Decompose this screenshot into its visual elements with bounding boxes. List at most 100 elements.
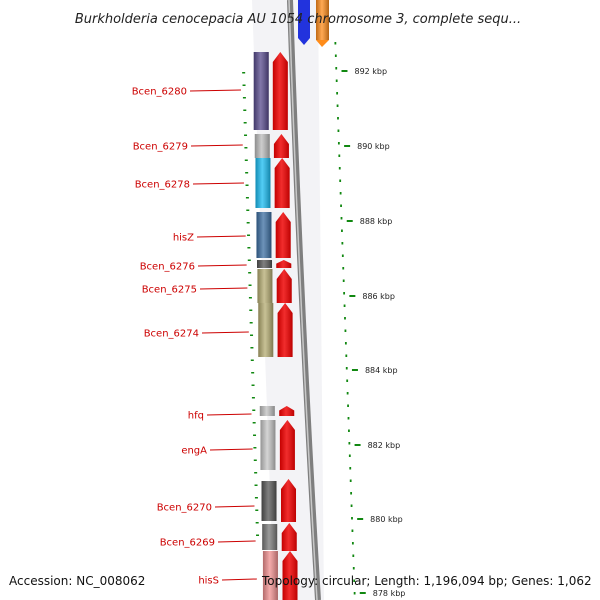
scale-dot	[347, 404, 349, 407]
gc-dot	[245, 172, 249, 174]
scale-dot	[344, 342, 347, 345]
scale-dot	[337, 142, 340, 145]
scale-dot	[353, 579, 356, 582]
cog-block-shade	[261, 481, 277, 521]
gc-dot	[251, 372, 255, 374]
gene-label-leader	[197, 264, 247, 267]
scale-dot	[351, 517, 353, 520]
gc-dot	[246, 209, 250, 211]
cog-block-shade	[258, 303, 274, 357]
gene-label-leader	[209, 448, 253, 451]
scale-dot	[335, 79, 338, 82]
scale-tick-label: 882 kbp	[368, 441, 401, 450]
gene-arrow-track	[272, 52, 298, 600]
gene-label-leader	[206, 413, 252, 416]
gene-arrow-shade	[276, 269, 292, 303]
gc-dot	[242, 97, 246, 99]
scale-dot	[337, 129, 340, 132]
cog-block-shade	[255, 158, 271, 208]
gene-label: hisS	[198, 576, 219, 587]
cog-feature-blue	[298, 0, 310, 45]
scale-dot	[339, 192, 342, 195]
scale-dot	[339, 179, 342, 182]
gc-dot	[252, 422, 256, 424]
scale-dot	[349, 467, 352, 470]
gc-dot	[248, 284, 252, 286]
scale-tick-label: 878 kbp	[373, 589, 406, 598]
scale-dot	[344, 317, 346, 320]
scale-dot	[336, 104, 339, 107]
gc-dot	[253, 459, 257, 461]
gc-dot	[255, 522, 259, 524]
gene-label: Bcen_6270	[157, 503, 212, 514]
gene-label: Bcen_6274	[144, 329, 199, 340]
gene-label: Bcen_6280	[132, 87, 187, 98]
chromosome-backbone-highlight	[288, 0, 318, 600]
gene-label: Bcen_6279	[133, 142, 188, 153]
scale-dot	[352, 554, 355, 557]
cog-block-shade	[259, 406, 275, 416]
scale-dot	[349, 479, 352, 482]
scale-dot	[345, 367, 348, 370]
gene-label-leader	[196, 235, 246, 238]
scale-dot	[343, 304, 346, 307]
cog-block-shade	[256, 212, 272, 258]
gc-dot	[246, 222, 250, 224]
scale-dot	[344, 329, 347, 332]
gc-dot	[254, 472, 258, 474]
gc-dot	[250, 347, 254, 349]
scale-dot	[338, 167, 341, 170]
gc-dot	[244, 134, 248, 136]
scale-tick-label: 888 kbp	[360, 217, 393, 226]
gene-arrow-shade	[274, 158, 290, 208]
scale-dot	[343, 292, 346, 295]
scale-dot	[337, 117, 339, 120]
gc-dot	[244, 147, 248, 149]
gene-arrow-shade	[281, 479, 297, 522]
gene-label: Bcen_6278	[135, 180, 190, 191]
cog-block-shade	[260, 420, 276, 470]
cog-block-shade	[253, 52, 269, 130]
gene-label-leader	[189, 89, 241, 92]
gene-label-leader	[221, 578, 257, 581]
topology-text: Topology: circular; Length: 1,196,094 bp…	[262, 574, 592, 588]
gene-arrow-shade	[279, 406, 295, 416]
gc-dot	[256, 534, 260, 536]
scale-ticks: 892 kbp 890 kbp 888 kbp 886 kbp 884 kbp 882 k…	[341, 67, 405, 598]
scale-dot	[346, 392, 349, 395]
gene-arrow-shade	[272, 52, 288, 130]
scale-dot	[348, 442, 351, 445]
scale-dot	[340, 217, 343, 220]
scale-dot	[351, 542, 354, 545]
gene-arrow-shade	[281, 523, 297, 551]
cog-block-shade	[262, 524, 278, 550]
gene-labels: Bcen_6280 Bcen_6279 Bcen_6278 hisZ Bcen_6276…	[132, 87, 257, 587]
scale-dot	[338, 154, 341, 157]
scale-dot	[348, 454, 351, 457]
gc-dot	[247, 259, 251, 261]
scale-dot	[341, 229, 343, 232]
scale-dot	[336, 92, 339, 95]
scale-tick-label: 892 kbp	[354, 67, 387, 76]
scale-tick-label: 890 kbp	[357, 142, 390, 151]
gene-arrow-shade	[276, 260, 292, 268]
gc-dot	[251, 397, 255, 399]
gc-dot	[255, 509, 259, 511]
gene-label-leader	[199, 287, 248, 290]
scale-dot	[353, 592, 356, 595]
gc-dot	[248, 297, 252, 299]
gene-arrow-shade	[273, 134, 289, 158]
scale-dot	[346, 379, 349, 382]
gc-dot	[254, 484, 258, 486]
gc-dot	[243, 122, 247, 124]
gc-dot	[247, 247, 251, 249]
gene-arrow-shade	[282, 551, 298, 600]
gc-dot	[243, 109, 247, 111]
cog-block-shade	[262, 551, 278, 600]
gc-dot	[251, 384, 255, 386]
gc-dot	[242, 72, 246, 74]
gc-dot	[242, 84, 246, 86]
scale-dot	[342, 279, 345, 282]
cog-block-shade	[257, 269, 273, 303]
